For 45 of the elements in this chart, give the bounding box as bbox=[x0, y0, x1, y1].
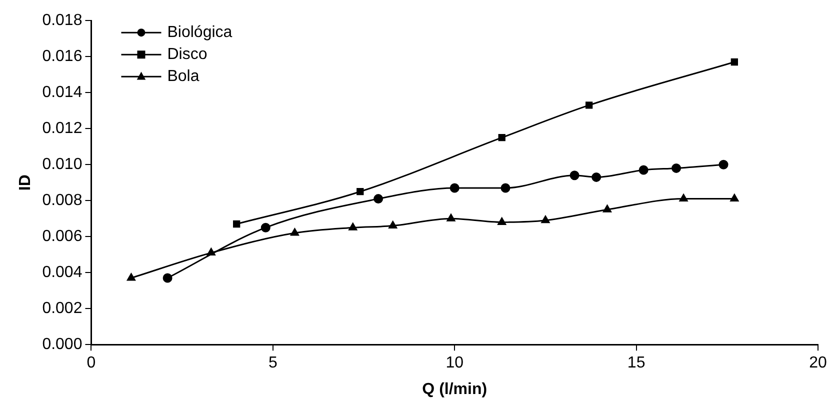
y-tick-label: 0.008 bbox=[42, 192, 82, 210]
point bbox=[592, 172, 602, 182]
x-tick-label: 10 bbox=[446, 354, 464, 372]
point bbox=[233, 220, 240, 228]
point bbox=[500, 183, 510, 193]
y-tick-label: 0.002 bbox=[42, 300, 82, 318]
x-tick-label: 5 bbox=[268, 354, 278, 372]
legend-label: Bola bbox=[167, 68, 200, 86]
y-tick-label: 0.018 bbox=[42, 12, 82, 30]
point bbox=[679, 194, 688, 202]
point bbox=[672, 163, 682, 173]
legend-label: Biológica bbox=[167, 24, 232, 42]
point bbox=[603, 204, 612, 212]
point bbox=[126, 273, 136, 281]
y-tick-label: 0.012 bbox=[42, 120, 82, 138]
point bbox=[388, 221, 398, 229]
point bbox=[290, 228, 299, 236]
point bbox=[718, 160, 728, 170]
point bbox=[450, 183, 460, 193]
point bbox=[541, 216, 550, 224]
point bbox=[498, 217, 506, 225]
y-axis-title: ID bbox=[17, 174, 34, 191]
point bbox=[570, 170, 580, 180]
point bbox=[374, 194, 384, 204]
x-tick-label: 0 bbox=[86, 354, 96, 372]
point bbox=[585, 102, 593, 109]
point bbox=[356, 188, 364, 196]
y-tick-label: 0.006 bbox=[42, 228, 82, 246]
point bbox=[446, 214, 456, 222]
point bbox=[730, 194, 739, 202]
point bbox=[730, 58, 738, 66]
x-tick-label: 15 bbox=[627, 354, 646, 372]
point bbox=[162, 273, 172, 283]
point bbox=[638, 165, 648, 175]
y-tick-label: 0.000 bbox=[42, 336, 82, 354]
x-tick-label: 20 bbox=[809, 354, 827, 372]
point bbox=[348, 222, 358, 230]
y-tick-label: 0.014 bbox=[42, 84, 82, 102]
point bbox=[498, 134, 506, 142]
x-axis-title: Q (l/min) bbox=[422, 380, 488, 398]
y-tick-label: 0.004 bbox=[42, 264, 82, 282]
y-tick-label: 0.016 bbox=[42, 48, 82, 66]
point bbox=[260, 222, 270, 232]
legend-label: Disco bbox=[167, 46, 208, 64]
y-tick-label: 0.010 bbox=[42, 156, 82, 174]
